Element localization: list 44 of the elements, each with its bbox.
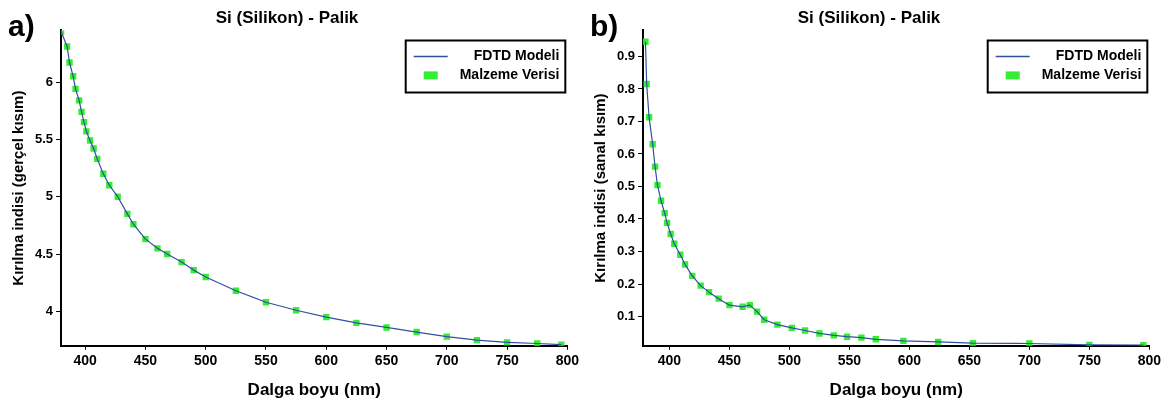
- legend-label: FDTD Modeli: [1055, 47, 1142, 64]
- x-tick-label: 700: [435, 352, 459, 369]
- y-tick-label: 0.7: [616, 113, 636, 129]
- y-tick-label: 0.3: [616, 243, 636, 259]
- y-tick-label: 5.5: [34, 130, 54, 146]
- y-tick-label: 0.6: [616, 145, 636, 161]
- x-tick-label: 750: [495, 352, 519, 369]
- x-tick-label: 500: [777, 352, 802, 369]
- x-tick-label: 400: [657, 352, 682, 369]
- x-tick-label: 800: [555, 352, 580, 369]
- x-tick-label: 650: [374, 352, 399, 369]
- chart-title: Si (Silikon) - Palik: [797, 7, 941, 27]
- x-axis-title: Dalga boyu (nm): [247, 380, 381, 400]
- x-tick-label: 750: [1077, 352, 1102, 369]
- x-tick-label: 450: [717, 352, 742, 369]
- y-tick-label: 4: [45, 302, 54, 318]
- y-tick-label: 4.5: [34, 245, 54, 261]
- x-tick-label: 400: [73, 352, 98, 369]
- y-tick-label: 0.2: [616, 275, 636, 291]
- legend-label: FDTD Modeli: [473, 47, 560, 64]
- x-tick-label: 550: [254, 352, 278, 369]
- x-tick-label: 650: [957, 352, 982, 369]
- y-tick-label: 0.9: [616, 47, 636, 63]
- x-tick-label: 800: [1137, 352, 1162, 369]
- y-tick-label: 0.8: [616, 80, 636, 96]
- x-tick-label: 450: [133, 352, 158, 369]
- y-tick-label: 0.4: [616, 210, 636, 226]
- y-axis-title: Kırılma indisi (sanal kısım): [591, 93, 609, 283]
- y-tick-label: 0.1: [616, 308, 636, 324]
- text: a): [8, 9, 35, 42]
- x-tick-label: 500: [194, 352, 218, 369]
- x-tick-label: 700: [1017, 352, 1042, 369]
- y-tick-label: 5: [45, 188, 54, 204]
- x-tick-label: 600: [897, 352, 922, 369]
- text: b): [590, 9, 619, 42]
- y-axis-title: Kırılma indisi (gerçel kısım): [9, 90, 27, 286]
- legend-label: Malzeme Verisi: [459, 66, 560, 83]
- x-tick-label: 550: [837, 352, 862, 369]
- chart-title: Si (Silikon) - Palik: [215, 7, 359, 27]
- legend-label: Malzeme Verisi: [1041, 66, 1142, 83]
- y-tick-label: 6: [45, 73, 54, 89]
- x-axis-title: Dalga boyu (nm): [829, 380, 963, 400]
- y-tick-label: 0.5: [616, 178, 636, 194]
- x-tick-label: 600: [314, 352, 339, 369]
